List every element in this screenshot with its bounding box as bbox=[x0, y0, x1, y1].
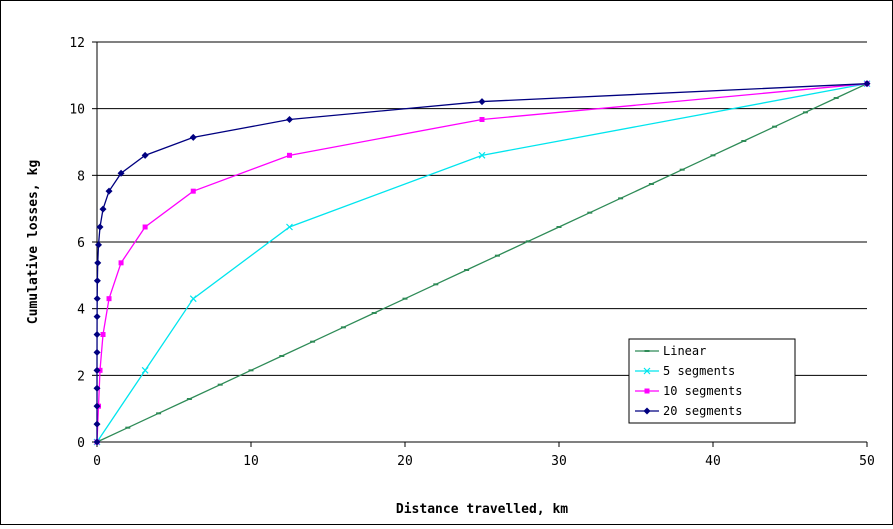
legend-item-10-segments: 10 segments bbox=[635, 384, 742, 398]
data-point-20-segments bbox=[93, 402, 101, 410]
series-linear bbox=[94, 82, 870, 443]
x-axis-title: Distance travelled, km bbox=[396, 502, 568, 517]
data-point-20-segments bbox=[93, 295, 101, 303]
legend-item-5-segments: 5 segments bbox=[635, 364, 735, 378]
data-point-10-segments bbox=[142, 224, 148, 230]
data-point-20-segments bbox=[93, 384, 101, 392]
series-line-linear bbox=[96, 83, 868, 443]
data-point-20-segments bbox=[105, 187, 113, 195]
x-tick-label: 50 bbox=[859, 454, 875, 469]
legend-item-20-segments: 20 segments bbox=[635, 404, 742, 418]
legend-label: Linear bbox=[663, 344, 706, 358]
x-tick-label: 0 bbox=[93, 454, 101, 469]
legend-label: 10 segments bbox=[663, 384, 742, 398]
gridlines bbox=[97, 41, 867, 376]
x-tick-label: 40 bbox=[705, 454, 721, 469]
data-point-20-segments bbox=[95, 241, 103, 249]
data-point-20-segments bbox=[93, 331, 101, 338]
data-point-10-segments bbox=[100, 332, 106, 337]
legend-label: 20 segments bbox=[663, 404, 742, 418]
tick-labels: 0 2 4 6 8 10 12 0 10 20 30 40 50 bbox=[69, 36, 874, 469]
legend-marker bbox=[643, 407, 651, 415]
y-tick-label: 8 bbox=[77, 169, 85, 184]
legend-box bbox=[628, 338, 796, 424]
data-point-10-segments bbox=[118, 260, 124, 266]
data-point-20-segments bbox=[117, 169, 125, 177]
data-point-20-segments bbox=[93, 366, 101, 374]
legend-item-linear: Linear bbox=[635, 344, 706, 358]
legend-marker bbox=[643, 367, 651, 375]
y-tick-label: 2 bbox=[77, 369, 85, 384]
data-point-10-segments bbox=[287, 152, 292, 158]
data-point-20-segments bbox=[286, 116, 293, 123]
data-point-20-segments bbox=[93, 438, 101, 446]
data-point-20-segments bbox=[863, 80, 871, 88]
data-point-20-segments bbox=[141, 151, 149, 159]
data-point-10-segments bbox=[190, 188, 196, 194]
y-tick-label: 4 bbox=[77, 303, 85, 318]
data-point-20-segments bbox=[94, 259, 102, 267]
series-lines bbox=[93, 80, 871, 446]
x-tick-label: 20 bbox=[397, 454, 413, 469]
legend-marker bbox=[644, 388, 650, 394]
data-point-10-segments bbox=[106, 296, 112, 302]
legend-label: 5 segments bbox=[663, 364, 735, 378]
data-point-10-segments bbox=[479, 117, 485, 122]
data-point-20-segments bbox=[93, 420, 101, 428]
data-point-20-segments bbox=[93, 313, 101, 321]
series-line-5-segments bbox=[96, 83, 868, 443]
x-tick-label: 30 bbox=[551, 454, 567, 469]
data-point-20-segments bbox=[478, 98, 486, 106]
y-tick-label: 12 bbox=[69, 36, 85, 51]
y-tick-label: 10 bbox=[69, 103, 85, 118]
x-tick-label: 10 bbox=[243, 454, 259, 469]
data-point-20-segments bbox=[96, 223, 104, 231]
data-point-20-segments bbox=[93, 277, 101, 285]
y-axis-title: Cumulative losses, kg bbox=[26, 160, 41, 324]
data-point-20-segments bbox=[93, 348, 101, 356]
data-point-5-segments bbox=[189, 295, 197, 303]
series-20-segments bbox=[93, 80, 871, 446]
data-point-5-segments bbox=[478, 151, 486, 159]
data-point-5-segments bbox=[141, 366, 149, 374]
data-point-20-segments bbox=[189, 133, 197, 141]
data-point-20-segments bbox=[99, 205, 107, 213]
y-tick-label: 6 bbox=[77, 236, 85, 251]
data-point-5-segments bbox=[286, 223, 293, 231]
legend: Linear 5 segments 10 segments 20 segments bbox=[628, 338, 796, 424]
y-tick-label: 0 bbox=[77, 436, 85, 451]
